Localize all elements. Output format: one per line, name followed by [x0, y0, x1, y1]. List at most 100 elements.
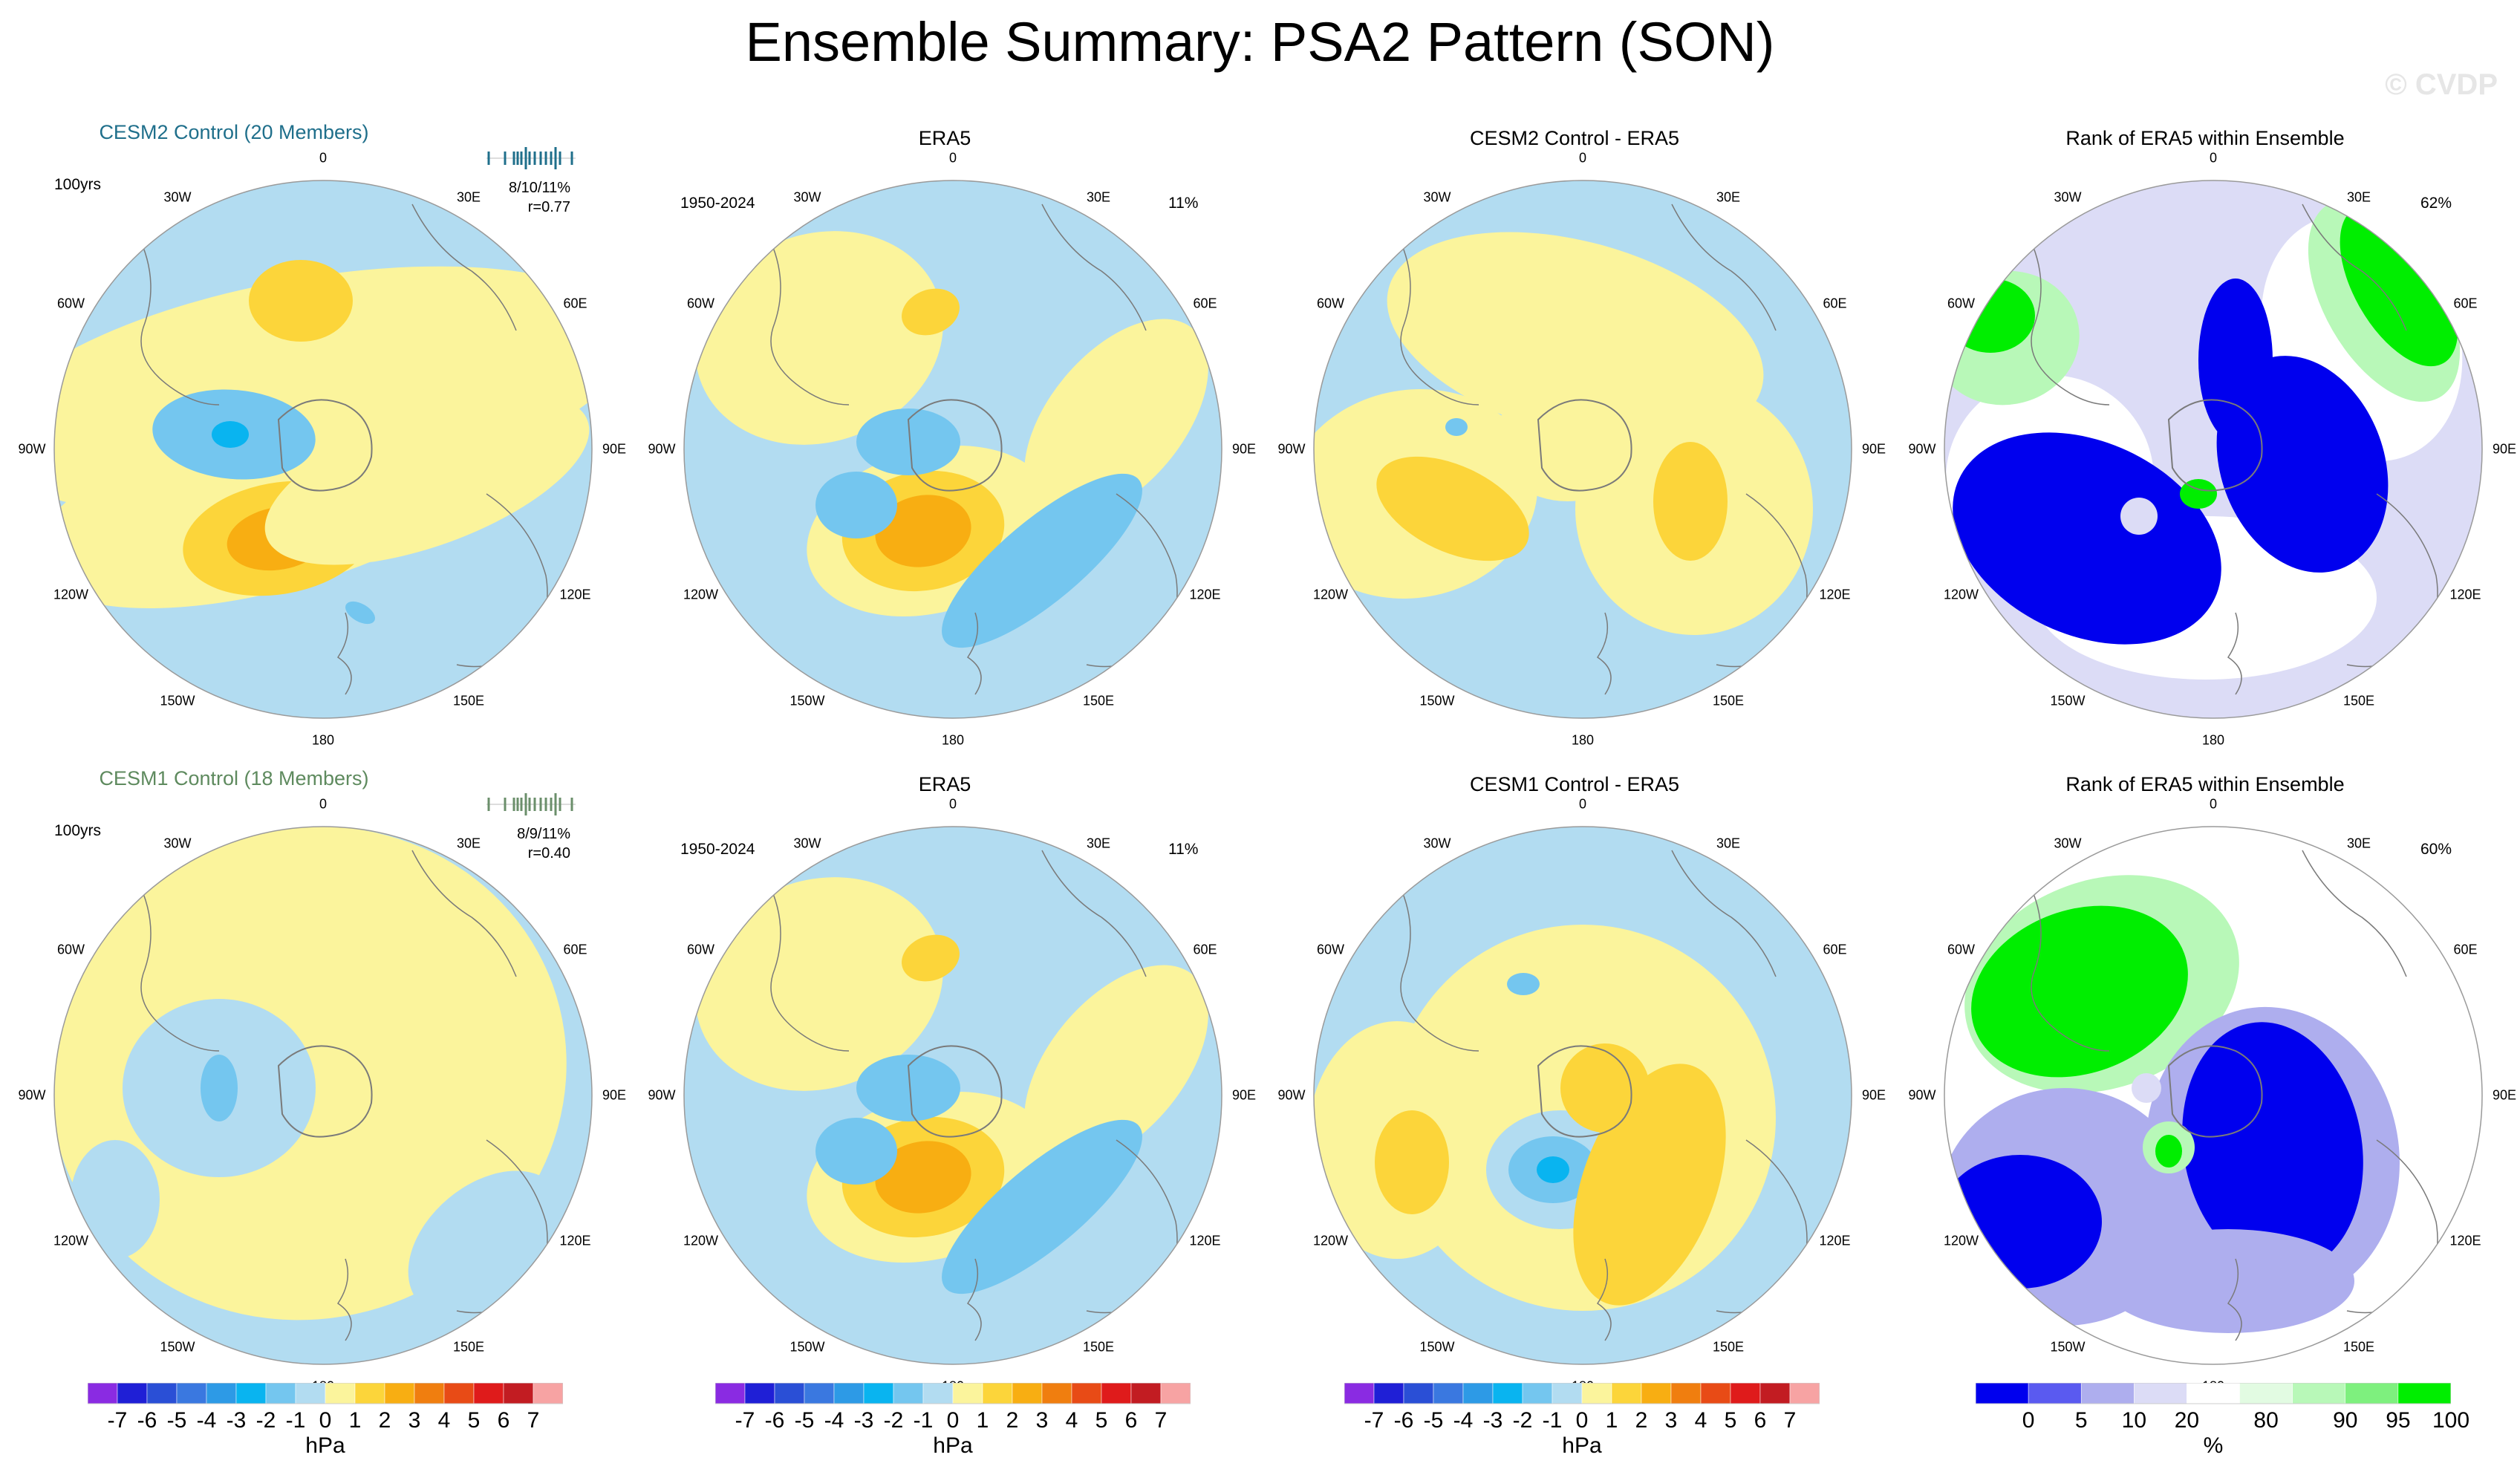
africa-coastline — [2302, 203, 2407, 331]
colorbar-tick-label: 1 — [348, 1408, 362, 1433]
lon-label: 60W — [1947, 296, 1976, 311]
colorbar-swatch — [1101, 1383, 1132, 1404]
south-america-coastline — [2027, 879, 2110, 1052]
lon-label: 90E — [1861, 441, 1886, 457]
contour-region — [1946, 279, 2035, 353]
contour-region — [856, 408, 960, 475]
variance-pct: 11% — [1168, 841, 1199, 858]
lon-label: 120W — [683, 1233, 719, 1248]
colorbar-swatch — [1071, 1383, 1102, 1404]
colorbar-swatch — [1492, 1383, 1523, 1404]
antarctica-coastline — [1537, 399, 1632, 492]
page-title: Ensemble Summary: PSA2 Pattern (SON) — [745, 11, 1775, 73]
antarctica-coastline — [907, 1045, 1003, 1138]
new-zealand-coastline — [966, 1258, 982, 1341]
lon-label: 0 — [319, 150, 328, 166]
period-label: 1950-2024 — [680, 195, 755, 212]
lon-label: 0 — [948, 796, 957, 812]
colorbar-swatch — [2134, 1383, 2187, 1404]
pattern-correlation: r=0.40 — [527, 845, 570, 862]
lon-label: 60W — [687, 942, 715, 957]
lon-label: 60E — [2453, 296, 2478, 311]
panel-title: CESM2 Control - ERA5 — [1469, 127, 1680, 149]
lon-label: 30E — [1716, 836, 1741, 851]
lon-label: 150E — [1712, 693, 1745, 709]
colorbar-unit: hPa — [1562, 1433, 1602, 1458]
contour-region — [1494, 382, 1642, 501]
lon-label: 120E — [1819, 587, 1851, 602]
colorbar-tick-label: -6 — [764, 1408, 785, 1433]
lon-label: 90E — [2492, 441, 2517, 457]
colorbar-swatch — [146, 1383, 178, 1404]
colorbar-swatch — [922, 1383, 954, 1404]
colorbar-tick-label: -7 — [1364, 1408, 1384, 1433]
lon-label: 120W — [1944, 1233, 1979, 1248]
africa-coastline — [411, 850, 517, 977]
contour-region — [1653, 442, 1728, 561]
lon-label: 150E — [1082, 1339, 1115, 1355]
polar-map — [683, 826, 1222, 1365]
lon-label: 180 — [941, 732, 965, 748]
lon-label: 90E — [2492, 1087, 2517, 1103]
panel-diff-row1: CESM2 Control - ERA5 0 30E 60E 90E 120E 150E 18… — [1260, 123, 1889, 776]
contour-region — [1537, 1156, 1569, 1183]
colorbar-swatch — [893, 1383, 924, 1404]
lon-label: 0 — [2209, 150, 2218, 166]
lon-label: 60W — [1317, 942, 1345, 957]
contour-region — [942, 1119, 1142, 1294]
africa-coastline — [411, 203, 517, 331]
colorbar-swatch — [1012, 1383, 1043, 1404]
colorbar-swatch — [2187, 1383, 2240, 1404]
lon-label: 150E — [2342, 693, 2375, 709]
colorbar-tick-label: 7 — [1154, 1408, 1168, 1433]
lon-label: 0 — [948, 150, 957, 166]
colorbar-swatch — [833, 1383, 865, 1404]
lon-label: 150W — [1419, 693, 1455, 709]
contour-region — [875, 1141, 971, 1214]
colorbar-tick-label: 90 — [2333, 1408, 2358, 1433]
colorbar-tick-label: -5 — [1423, 1408, 1444, 1433]
contour-region — [695, 877, 943, 1091]
lon-label: 150E — [452, 1339, 485, 1355]
colorbar-swatch — [1433, 1383, 1464, 1404]
lon-label: 90E — [1861, 1087, 1886, 1103]
colorbar-swatch — [414, 1383, 445, 1404]
lon-label: 150E — [1082, 693, 1115, 709]
south-america-coastline — [766, 879, 850, 1052]
lon-label: 0 — [1578, 796, 1587, 812]
contour-region — [1024, 965, 1208, 1167]
contour-region — [1971, 905, 2188, 1078]
colorbar-tick-label: 4 — [1694, 1408, 1707, 1433]
lon-label: 60E — [1193, 296, 1217, 311]
colorbar-tick-label: 5 — [467, 1408, 481, 1433]
lon-label: 30E — [456, 836, 481, 851]
colorbar-swatch — [744, 1383, 775, 1404]
colorbar-tick-label: 0 — [1575, 1408, 1589, 1433]
lon-label: 30W — [2054, 189, 2082, 205]
colorbar-tick-label: 6 — [497, 1408, 510, 1433]
panel-title: Rank of ERA5 within Ensemble — [2065, 773, 2345, 795]
contour-region — [1944, 1155, 2102, 1289]
contour-region — [2182, 1022, 2363, 1273]
colorbar-tick-label: 95 — [2386, 1408, 2411, 1433]
variance-pct: 11% — [1168, 195, 1199, 212]
lon-label: 120E — [559, 1233, 591, 1248]
colorbar-tick-label: -1 — [285, 1408, 306, 1433]
period-label: 100yrs — [54, 822, 102, 839]
hpa-colorbar: -7 -6 -5 -4 -3 -2 -1 0 1 2 3 4 5 6 7 hPa — [715, 1383, 1191, 1465]
contour-region — [345, 601, 375, 625]
colorbar-swatch — [1700, 1383, 1731, 1404]
lon-label: 150W — [789, 693, 825, 709]
colorbar-swatch — [88, 1383, 118, 1404]
contour-region — [815, 1118, 897, 1185]
colorbar-swatch — [1130, 1383, 1162, 1404]
colorbar-swatch — [2397, 1383, 2451, 1404]
contour-region — [264, 393, 590, 565]
lon-label: 90W — [18, 1087, 46, 1103]
contour-region — [2340, 205, 2458, 367]
colorbar-swatch — [1160, 1383, 1191, 1404]
map-border — [1944, 180, 2483, 719]
panel-title: Rank of ERA5 within Ensemble — [2065, 127, 2345, 149]
lon-label: 60W — [1947, 942, 1976, 957]
